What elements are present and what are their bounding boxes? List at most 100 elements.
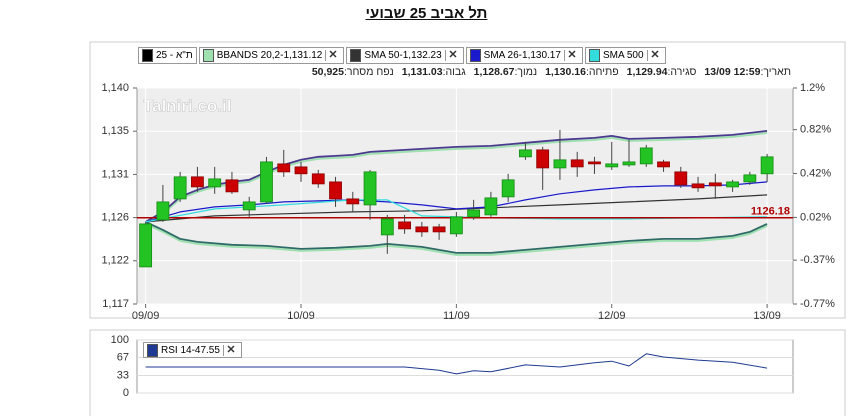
rsi-tick-label: 33 [117, 369, 129, 381]
y2-tick-label: -0.37% [800, 254, 835, 266]
close-button[interactable] [563, 50, 579, 61]
legend-item: SMA 500 [584, 47, 666, 64]
candle-body [260, 161, 273, 203]
info-field: נפח מסחר:50,925 [310, 66, 394, 78]
band-line [145, 221, 768, 254]
candle-body [156, 201, 170, 221]
info-label: גבוה: [442, 66, 466, 78]
candle-body [432, 226, 446, 233]
candle-body [726, 181, 739, 188]
candle-body [484, 197, 498, 216]
candle-body [657, 161, 670, 168]
candle-body [743, 174, 757, 183]
candle-body [346, 198, 360, 205]
y2-tick-label: 1.2% [800, 82, 825, 94]
reference-label: 1126.18 [751, 206, 790, 218]
legend-label: SMA 50-1,132.23 [364, 50, 442, 61]
legend-item: ת"א - 25 [138, 47, 197, 64]
legend-label: SMA 26-1,130.17 [483, 50, 561, 61]
close-button[interactable] [325, 50, 340, 61]
y2-tick-label: 0.42% [800, 167, 831, 179]
candle-body [449, 216, 463, 235]
legend: ת"א - 25 BBANDS 20,2-1,131.12 SMA 50-1,132… [138, 47, 666, 64]
candle-body [536, 149, 550, 169]
candle-body [225, 179, 239, 193]
info-label: סגירה: [667, 66, 697, 78]
candle-body [398, 221, 411, 230]
legend-label: BBANDS 20,2-1,131.12 [216, 50, 323, 61]
candle-body [242, 201, 256, 211]
y2-tick-label: 0.02% [800, 211, 831, 223]
info-field: פתיחה:1,130.16 [543, 66, 619, 78]
watermark: Talniri.co.il [143, 96, 231, 115]
chart-title: תל אביב 25 שבועי [365, 5, 488, 22]
candle-body [691, 183, 705, 189]
y-tick-label: 1,140 [101, 82, 129, 94]
info-field: סגירה:1,129.94 [625, 66, 697, 78]
candle-body [674, 171, 688, 186]
rsi-tick-label: 100 [111, 334, 129, 346]
candle-body [622, 161, 636, 166]
info-value: 1,129.94 [626, 66, 668, 78]
band-shadow [145, 222, 768, 256]
info-value: 50,925 [311, 66, 344, 78]
y2-tick-label: -0.77% [800, 298, 835, 310]
candle-body [605, 163, 619, 168]
legend-swatch [202, 49, 214, 62]
rsi-tick-label: 0 [123, 387, 129, 399]
candle-body [363, 171, 377, 206]
info-value: 1,131.03 [401, 66, 443, 78]
legend-swatch [469, 49, 481, 62]
plot-area [136, 87, 794, 305]
info-label: נמוך: [514, 66, 538, 78]
candle-body [173, 176, 187, 200]
candle-body [294, 166, 308, 175]
candle-body [467, 209, 481, 218]
info-field: תאריך:13/09 12:59 [702, 66, 791, 78]
legend-swatch [142, 49, 153, 62]
candle-body [311, 173, 325, 185]
candle-body [553, 159, 567, 169]
info-field: גבוה:1,131.03 [400, 66, 466, 78]
legend-item: SMA 26-1,130.17 [465, 47, 583, 64]
legend-swatch [588, 49, 600, 62]
y-tick-label: 1,131 [101, 168, 129, 180]
legend-label: SMA 500 [602, 50, 644, 61]
legend-label: ת"א - 25 [156, 50, 193, 61]
candle-body [708, 182, 722, 187]
x-tick-label: 10/09 [287, 310, 315, 322]
y-tick-label: 1,135 [101, 125, 129, 137]
info-label: נפח מסחר: [343, 66, 394, 78]
rsi-legend: RSI 14-47.55 [143, 342, 242, 358]
candle-body [639, 147, 653, 165]
close-button[interactable] [444, 50, 460, 61]
sma-line [145, 199, 768, 223]
candle-body [277, 163, 291, 173]
y-tick-label: 1,122 [101, 255, 129, 267]
x-tick-label: 11/09 [443, 310, 470, 322]
legend-item: BBANDS 20,2-1,131.12 [198, 47, 345, 64]
candle-body [415, 226, 429, 233]
candle-body [519, 149, 532, 158]
info-label: תאריך: [760, 66, 791, 78]
y2-tick-label: 0.82% [800, 124, 831, 136]
close-button[interactable] [646, 50, 662, 61]
candle-body [380, 218, 394, 236]
rsi-legend-label: RSI 14-47.55 [161, 344, 220, 356]
candle-body [208, 178, 222, 188]
rsi-swatch [147, 343, 158, 357]
candle-body [191, 176, 204, 188]
close-button[interactable] [222, 344, 238, 356]
candle-body [588, 161, 601, 165]
legend-item: SMA 50-1,132.23 [346, 47, 464, 64]
y-tick-label: 1,117 [102, 298, 129, 310]
rsi-line [145, 353, 768, 375]
x-tick-label: 13/09 [753, 310, 781, 322]
info-value: 1,128.67 [473, 66, 515, 78]
y-tick-label: 1,126 [101, 212, 129, 224]
candle-body [570, 159, 584, 168]
candle-body [139, 223, 153, 268]
info-field: נמוך:1,128.67 [472, 66, 537, 78]
